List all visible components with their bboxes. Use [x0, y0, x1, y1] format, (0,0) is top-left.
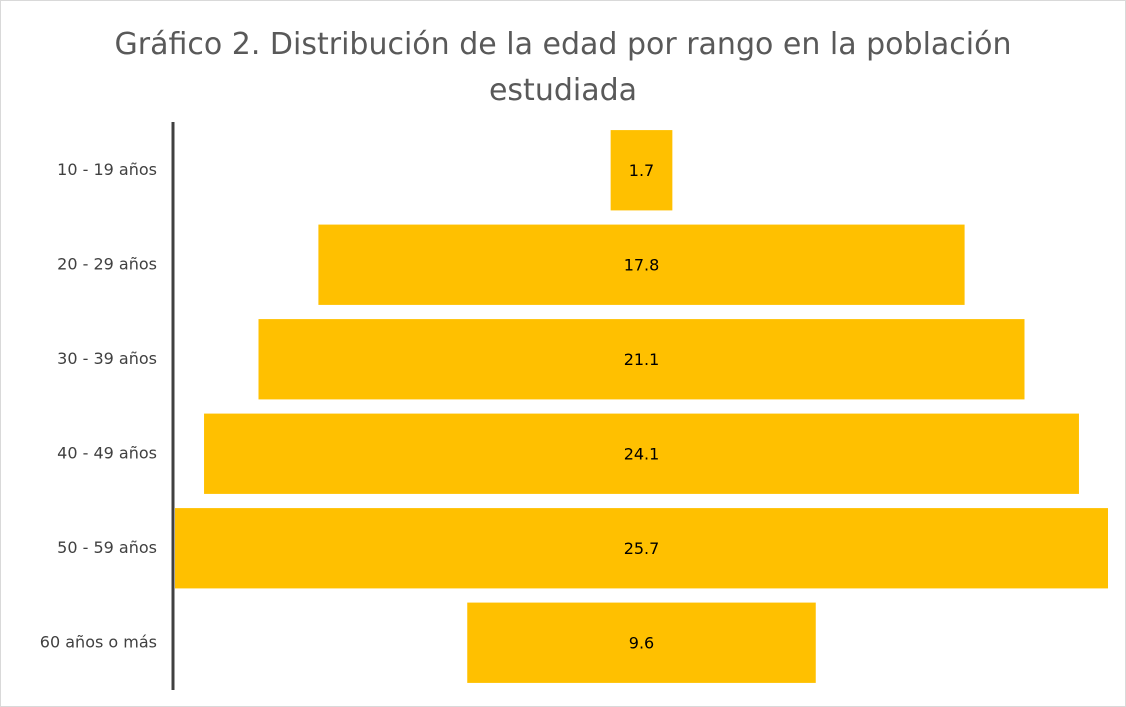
data-label: 17.8 — [624, 255, 660, 274]
chart-title: Gráfico 2. Distribución de la edad por r… — [114, 27, 1012, 108]
data-label: 25.7 — [624, 539, 660, 558]
bar — [204, 413, 1079, 494]
data-label: 24.1 — [624, 444, 660, 463]
data-label: 21.1 — [624, 350, 660, 369]
category-label: 40 - 49 años — [57, 443, 157, 462]
category-label: 20 - 29 años — [57, 254, 157, 273]
bar — [467, 602, 816, 683]
data-label: 9.6 — [629, 633, 654, 652]
category-label: 30 - 39 años — [57, 349, 157, 368]
bar — [175, 508, 1108, 589]
category-label: 50 - 59 años — [57, 538, 157, 557]
bar — [610, 130, 673, 211]
category-label: 10 - 19 años — [57, 160, 157, 179]
category-label: 60 años o más — [40, 632, 157, 651]
data-label: 1.7 — [629, 161, 654, 180]
bar — [258, 319, 1025, 400]
bar — [318, 224, 965, 305]
